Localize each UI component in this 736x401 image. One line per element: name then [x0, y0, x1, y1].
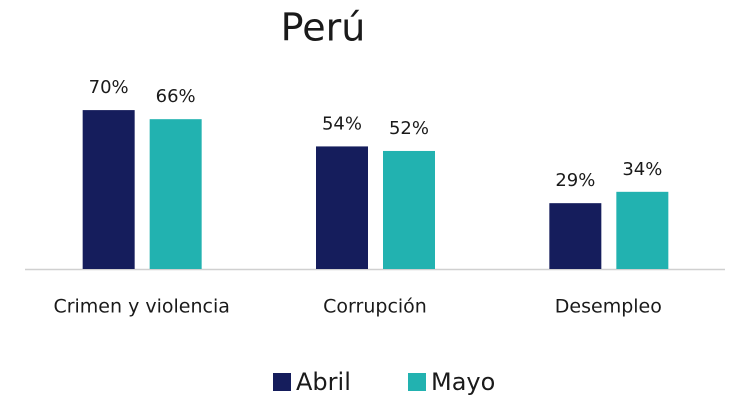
x-tick-label: Corrupción — [323, 296, 427, 318]
bar — [383, 150, 435, 269]
data-label: 54% — [322, 113, 362, 134]
data-label: 70% — [89, 77, 129, 98]
legend-swatch — [273, 373, 291, 391]
bar — [549, 203, 602, 269]
data-label: 29% — [555, 170, 595, 191]
x-tick-label: Desempleo — [555, 296, 662, 318]
chart-title: Perú — [281, 6, 366, 50]
legend-label: Mayo — [431, 368, 495, 396]
bar — [316, 146, 368, 269]
bar — [616, 191, 669, 269]
legend-label: Abril — [296, 368, 351, 396]
data-label: 52% — [389, 118, 429, 139]
x-tick-label: Crimen y violencia — [53, 296, 229, 318]
legend-swatch — [408, 373, 426, 391]
bar — [149, 119, 202, 270]
data-label: 66% — [156, 86, 196, 107]
bar — [82, 110, 135, 269]
data-label: 34% — [622, 159, 662, 180]
